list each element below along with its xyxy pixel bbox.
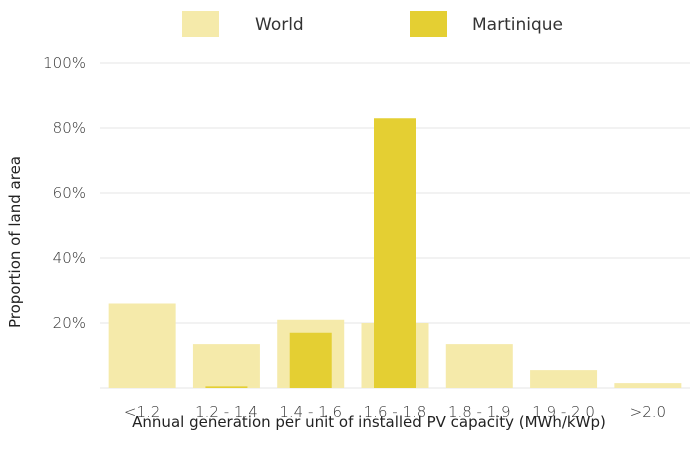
legend-label-world: World: [255, 15, 304, 35]
bar-world-4: [445, 344, 513, 388]
legend-swatch-martinique: [410, 11, 447, 37]
bars: [108, 118, 682, 388]
y-axis-title: Proportion of land area: [6, 156, 24, 328]
legend-swatch-world: [182, 11, 219, 37]
bar-world-1: [192, 344, 260, 388]
legend: World Martinique: [182, 11, 563, 37]
y-axis-ticks: 20% 40% 60% 80% 100%: [43, 54, 86, 332]
bar-martinique-2: [289, 332, 332, 388]
y-tick-label: 100%: [43, 54, 86, 72]
x-axis-ticks: <1.2 1.2 - 1.4 1.4 - 1.6 1.6 - 1.8 1.8 - 1.9…: [124, 403, 666, 421]
x-tick-label: 1.2 - 1.4: [195, 403, 258, 421]
y-tick-label: 60%: [53, 184, 86, 202]
x-tick-label: 1.6 - 1.8: [364, 403, 427, 421]
bar-martinique-3: [374, 118, 416, 388]
y-tick-label: 80%: [53, 119, 86, 137]
y-tick-label: 40%: [53, 249, 86, 267]
x-tick-label: <1.2: [124, 403, 160, 421]
bar-world-5: [530, 370, 598, 388]
bar-martinique-1: [205, 386, 248, 388]
bar-world-0: [108, 303, 176, 388]
x-tick-label: 1.9 - 2.0: [532, 403, 595, 421]
x-tick-label: 1.4 - 1.6: [279, 403, 342, 421]
x-tick-label: >2.0: [630, 403, 666, 421]
legend-label-martinique: Martinique: [472, 15, 563, 35]
x-tick-label: 1.8 - 1.9: [448, 403, 511, 421]
bar-world-6: [614, 383, 682, 388]
x-axis-title: Annual generation per unit of installed …: [132, 413, 606, 431]
y-tick-label: 20%: [53, 314, 86, 332]
